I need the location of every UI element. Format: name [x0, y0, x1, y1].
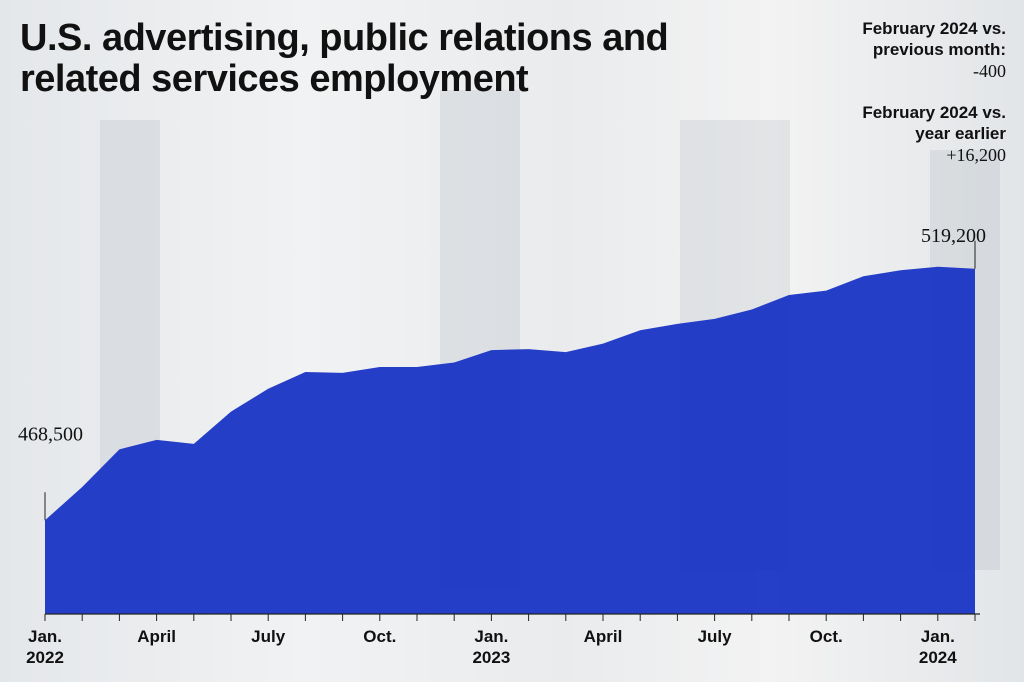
annotation-value: -400 — [973, 61, 1006, 81]
x-tick-label: Jan. 2022 — [26, 627, 64, 667]
annotation-label: February 2024 vs. previous month: — [862, 19, 1006, 59]
x-tick-label: April — [137, 627, 176, 646]
x-tick-label: Oct. — [809, 627, 843, 646]
annotation-value: +16,200 — [946, 145, 1006, 165]
x-tick-label: Jan. 2024 — [918, 627, 957, 667]
x-tick-label: July — [697, 627, 732, 646]
chart-title: U.S. advertising, public relations and r… — [20, 17, 669, 100]
annotation: February 2024 vs. year earlier +16,200 — [831, 102, 1006, 166]
area — [45, 266, 975, 614]
value-label: 519,200 — [921, 225, 986, 247]
value-label: 468,500 — [18, 423, 83, 445]
x-tick-label: Jan. 2023 — [472, 627, 511, 667]
annotation-label: February 2024 vs. year earlier — [862, 103, 1006, 143]
x-tick-label: Oct. — [363, 627, 397, 646]
x-tick-label: July — [251, 627, 286, 646]
x-tick-label: April — [583, 627, 623, 646]
annotation: February 2024 vs. previous month: -400 — [831, 18, 1006, 82]
